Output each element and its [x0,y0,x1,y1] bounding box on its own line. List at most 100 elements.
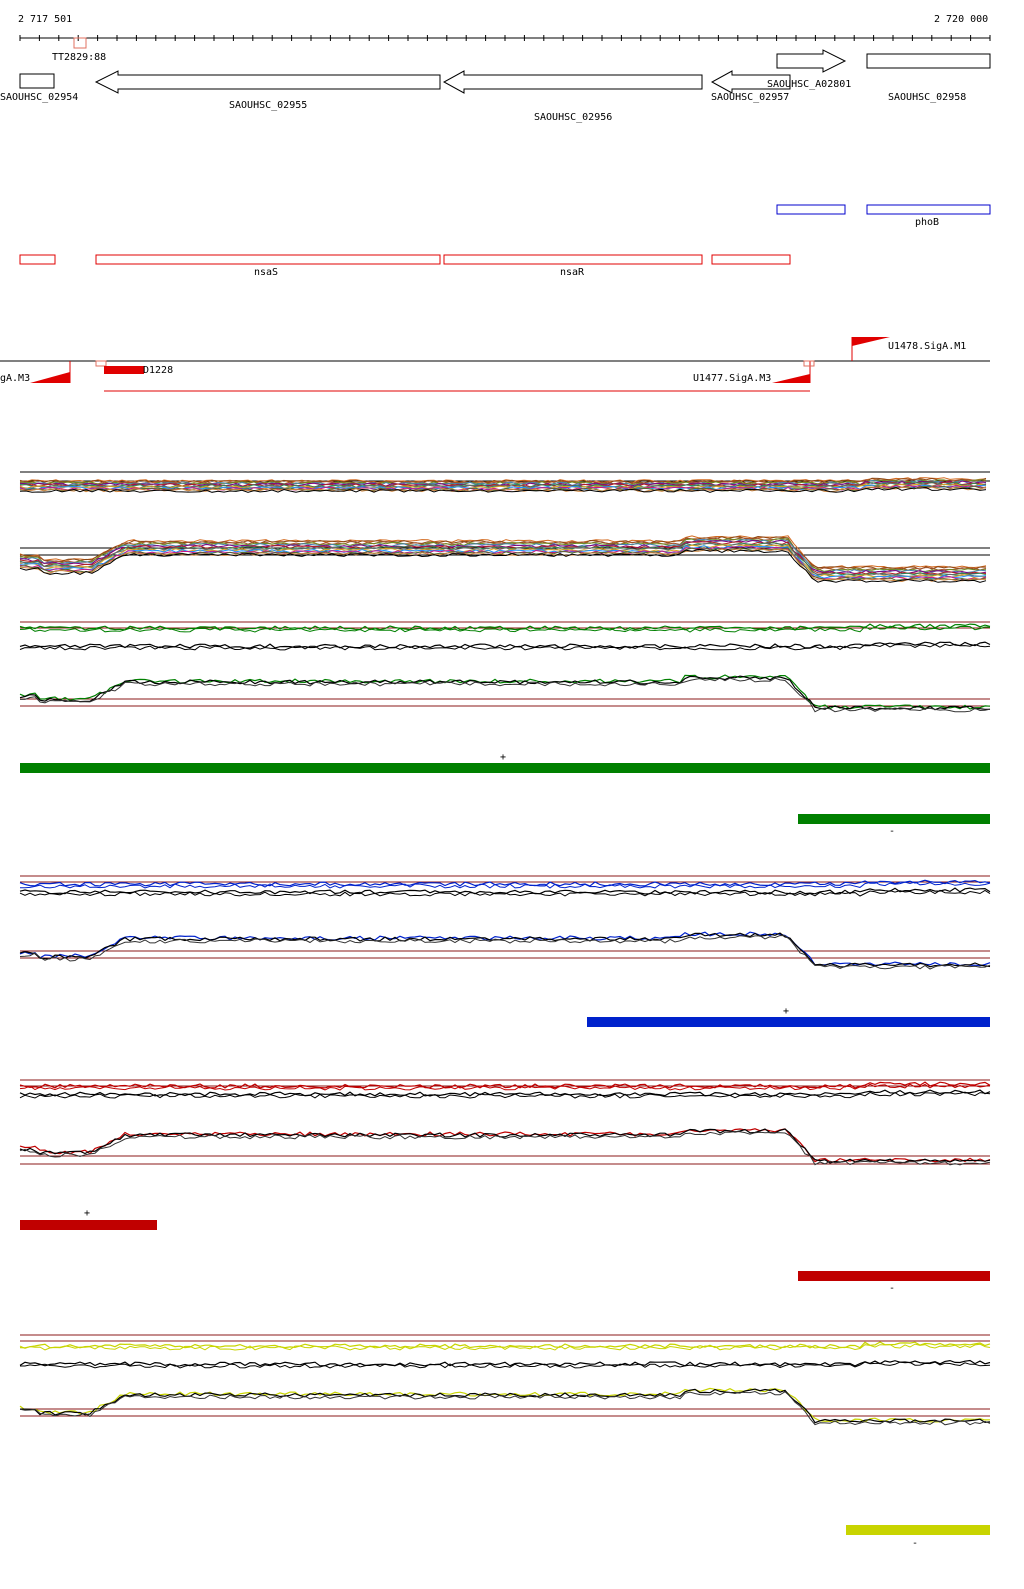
red-feature-box[interactable] [711,254,791,265]
profile-line [19,934,991,970]
condition-panels [19,621,991,1426]
plus-strand-segment[interactable] [20,1220,157,1230]
gene-label: SAOUHSC_A02801 [767,79,851,90]
blue-feature-box[interactable] [866,204,991,215]
gene-arrow-left[interactable] [442,70,703,94]
profile-line [19,1359,991,1367]
condition-profile-line [19,486,987,493]
gene-box[interactable] [19,73,55,89]
condition-profile-line [19,548,986,583]
condition-profile-line [19,545,987,580]
profile-line [19,674,991,710]
promoter-label: gA.M3 [0,373,30,384]
gene-arrow-left[interactable] [94,70,441,94]
profile-line [19,675,990,711]
transcript-marker [95,360,107,367]
profile-line [20,677,991,713]
promoter-flag[interactable] [852,337,890,346]
blue-feature-box[interactable] [776,204,846,215]
strand-label: + [783,1006,789,1017]
blue-feature-track: phoB [776,204,991,228]
ruler-end-label: 2 720 000 [934,14,988,25]
condition-panel [19,1334,991,1426]
transcript-block[interactable] [104,366,144,374]
yellow-condition-segments: - [846,1525,990,1549]
gene-label: SAOUHSC_02957 [711,92,789,103]
gene-box[interactable] [866,53,991,69]
promoter-track: gA.M3 U1477.SigA.M3 U1478.SigA.M1 D1228 [0,337,990,392]
strand-label: - [889,1283,895,1294]
profile-line [19,625,991,633]
profile-line [19,623,991,631]
ruler-start-label: 2 717 501 [18,14,72,25]
profile-line [19,1130,991,1166]
multi-condition-expression-track [19,471,990,583]
condition-profile-line [19,535,987,570]
condition-panel [19,621,991,713]
blue-condition-segments: + [587,1006,990,1027]
profile-line [19,1387,991,1423]
profile-line [19,931,991,967]
promoter-label: U1478.SigA.M1 [888,341,966,352]
condition-profile-line [19,546,987,581]
condition-profile-line [19,542,987,576]
profile-line [19,1343,991,1351]
profile-line [19,1390,991,1426]
red-feature-label: nsaS [254,267,278,278]
profile-line [19,1128,991,1163]
red-feature-box[interactable] [443,254,703,265]
gene-label: SAOUHSC_02954 [0,92,78,103]
condition-profile-line [19,548,987,583]
profile-line [19,879,991,887]
minus-strand-segment[interactable] [798,814,990,824]
plus-strand-segment[interactable] [20,763,990,773]
profile-line [20,1361,991,1369]
condition-panel [19,1079,991,1166]
condition-profile-line [19,486,987,493]
strand-label: - [912,1538,918,1549]
condition-profile-line [19,537,987,571]
strand-label: - [889,826,895,837]
red-condition-segments: + - [20,1208,990,1294]
strand-label: + [84,1208,90,1219]
minus-strand-segment[interactable] [798,1271,990,1281]
profile-line [19,1081,991,1089]
profile-line [19,643,991,651]
promoter-label: U1477.SigA.M3 [693,373,771,384]
red-feature-box[interactable] [19,254,56,265]
profile-line [19,889,991,897]
gene-label: SAOUHSC_02955 [229,100,307,111]
gene-arrow-left[interactable] [710,70,791,94]
red-feature-box[interactable] [95,254,441,265]
profile-line [19,641,991,649]
ruler-ticks [19,35,991,41]
transcript-label: D1228 [143,365,173,376]
plus-strand-segment[interactable] [587,1017,990,1027]
condition-profile-line [19,539,987,574]
profile-line [19,1083,991,1091]
red-feature-track: nsaS nsaR [19,254,791,278]
green-condition-segments: + - [20,752,990,837]
strand-label: + [500,752,506,763]
condition-profile-line [19,477,987,484]
profile-line [20,1388,991,1424]
transcript-marker [803,360,815,367]
profile-line [19,887,991,895]
profile-line [19,1091,991,1099]
minus-strand-segment[interactable] [846,1525,990,1535]
profile-line [19,932,991,968]
profile-line [19,1341,991,1349]
gene-track: SAOUHSC_02954 SAOUHSC_02955 SAOUHSC_0295… [0,49,991,123]
profile-line [20,881,991,889]
red-feature-label: nsaR [560,267,585,278]
promoter-flag[interactable] [772,374,810,383]
coordinate-ruler: 2 717 501 2 720 000 TT2829:88 [18,14,991,63]
gene-arrow-right[interactable] [776,49,847,73]
blue-feature-label: phoB [915,217,939,228]
promoter-flag[interactable] [30,372,70,383]
ruler-marker[interactable] [73,37,87,49]
condition-panel [19,875,991,970]
ruler-marker-label: TT2829:88 [52,52,106,63]
